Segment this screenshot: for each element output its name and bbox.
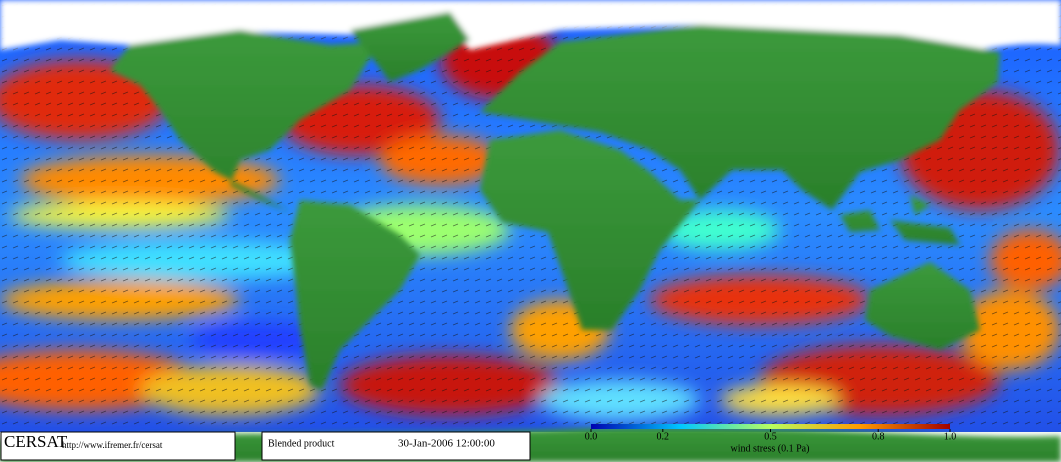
logo-url: http://www.ifremer.fr/cersat (62, 440, 163, 450)
colorbar-tick-label: 0.5 (764, 431, 777, 442)
colorbar-tick-label: 0.8 (872, 431, 885, 442)
logo-name: CERSAT (4, 432, 68, 451)
colorbar-tick-label: 0.2 (657, 431, 670, 442)
product-box (261, 431, 531, 461)
colorbar (591, 424, 950, 429)
colorbar-label: wind stress (0.1 Pa) (731, 443, 810, 454)
colorbar-tick-label: 1.0 (944, 431, 957, 442)
product-date: 30-Jan-2006 12:00:00 (398, 438, 495, 450)
logo-box (0, 431, 236, 461)
colorbar-tick-label: 0.0 (585, 431, 598, 442)
product-name: Blended product (268, 438, 335, 449)
